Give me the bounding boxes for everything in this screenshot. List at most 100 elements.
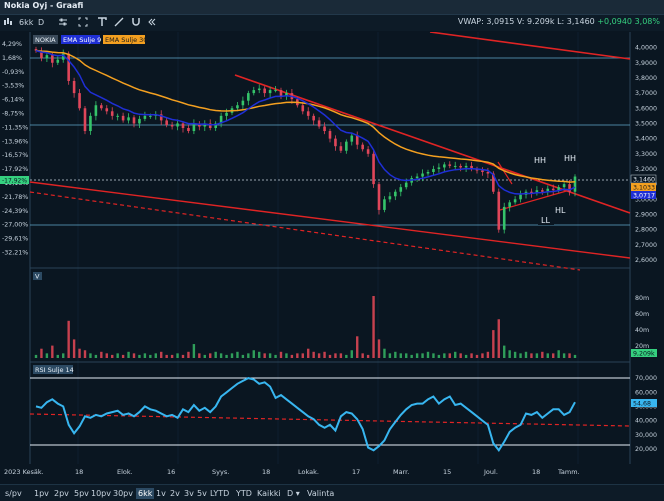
range-3v[interactable]: 3v xyxy=(184,489,194,498)
candle-body xyxy=(317,120,321,127)
price-axis-label: 3,6000 xyxy=(635,105,657,112)
range-ytd[interactable]: YTD xyxy=(236,489,252,498)
volume-bar xyxy=(143,353,147,358)
volume-bar xyxy=(464,354,468,358)
interval-dropdown[interactable]: D ▾ xyxy=(287,489,300,498)
range-all[interactable]: Kaikki xyxy=(257,489,281,498)
range-10pv[interactable]: 10pv xyxy=(91,489,111,498)
time-axis-label: Joul. xyxy=(483,468,498,476)
pattern-annotations: HH HH HL LL xyxy=(530,152,579,225)
volume-bar xyxy=(443,353,446,358)
time-axis-label: 15 xyxy=(443,468,451,476)
range-2pv[interactable]: 2pv xyxy=(54,489,69,498)
volume-bar xyxy=(154,353,157,358)
candle-body xyxy=(388,196,392,200)
volume-bar xyxy=(149,354,152,358)
price-axis-label: 3,4000 xyxy=(635,136,657,143)
candle-body xyxy=(437,167,441,169)
candle-body xyxy=(100,105,103,109)
sliders-icon[interactable] xyxy=(58,17,68,28)
trendline-icon[interactable] xyxy=(114,17,124,28)
volume-bar xyxy=(339,353,343,358)
volume-bar xyxy=(312,351,315,358)
candle-body xyxy=(361,144,364,150)
candle-body xyxy=(45,55,49,59)
collapse-icon[interactable] xyxy=(147,17,157,28)
volume-bar xyxy=(225,354,228,358)
ema9-line xyxy=(35,49,576,195)
rsi-badge: RSI Sulje 14 xyxy=(35,366,74,374)
volume-bar xyxy=(317,353,321,358)
candle-body xyxy=(203,123,207,127)
text-tool-icon[interactable] xyxy=(97,17,107,28)
candle-body xyxy=(268,90,272,94)
candle-body xyxy=(383,199,386,210)
candle-body xyxy=(138,118,141,124)
candle-body xyxy=(557,187,560,191)
range-5v[interactable]: 5v xyxy=(197,489,207,498)
selection-button[interactable]: Valinta xyxy=(307,489,335,498)
rsi-axis-label: 20,000 xyxy=(635,446,657,453)
candle-body xyxy=(187,128,190,132)
range-1v[interactable]: 1v xyxy=(156,489,166,498)
range-5pv[interactable]: 5pv xyxy=(74,489,89,498)
percent-axis-label: -32,21% xyxy=(2,250,28,257)
candle-body xyxy=(56,59,60,63)
time-axis-label: 18 xyxy=(532,468,540,476)
volume-bar xyxy=(568,353,571,358)
chart-type-icon[interactable] xyxy=(3,17,13,28)
price-axis-label: 3,0000 xyxy=(635,196,657,203)
range-selector: s/pv 1pv 2pv 5pv 10pv 30pv 6kk 1v 2v 3v … xyxy=(0,484,664,501)
mode-dropdown[interactable]: D xyxy=(38,18,45,27)
time-axis-label: Syys. xyxy=(212,468,229,476)
volume-bar xyxy=(535,353,539,358)
volume-bar xyxy=(62,353,65,358)
chart-area[interactable]: HH HH HL LL NOKIA EMA Sulje 9 EMA Sulje … xyxy=(0,32,664,484)
volume-bar xyxy=(268,353,272,358)
volume-bar xyxy=(497,319,500,358)
volume-bar xyxy=(388,353,392,358)
period-dropdown[interactable]: 6kk xyxy=(19,18,34,27)
range-1d[interactable]: s/pv xyxy=(5,489,22,498)
candle-body xyxy=(573,176,577,192)
magnet-icon[interactable] xyxy=(131,17,141,28)
volume-bar xyxy=(448,353,451,358)
range-lytd[interactable]: LYTD xyxy=(210,489,230,498)
price-axis-label: 3,2000 xyxy=(635,166,657,173)
candle-body xyxy=(497,191,501,230)
volume-bar xyxy=(111,354,114,358)
legend-ema9: EMA Sulje 9 xyxy=(63,36,101,44)
candle-body xyxy=(551,188,555,191)
volume-badge: V xyxy=(35,273,40,281)
volume-bar xyxy=(170,354,174,358)
volume-bar xyxy=(372,296,375,358)
percent-axis-label: -3,53% xyxy=(2,83,24,90)
candle-body xyxy=(394,191,397,197)
candle-body xyxy=(546,188,550,192)
volume-bar xyxy=(432,353,435,358)
range-30pv[interactable]: 30pv xyxy=(113,489,133,498)
volume-bar xyxy=(100,351,103,358)
window-title: Nokia Oyj - Graafi xyxy=(4,1,84,10)
volume-bar xyxy=(165,354,168,358)
volume-bar xyxy=(334,353,337,358)
legend-ema30: EMA Sulje 30 xyxy=(105,36,147,44)
percent-axis-label: -13,96% xyxy=(2,138,28,145)
volume-bar xyxy=(56,354,59,358)
volume-bar xyxy=(241,354,245,358)
volume-bar xyxy=(181,354,185,358)
range-1pv[interactable]: 1pv xyxy=(34,489,49,498)
volume-bar xyxy=(72,339,76,358)
fullscreen-icon[interactable] xyxy=(78,17,88,28)
range-2v[interactable]: 2v xyxy=(170,489,180,498)
candle-body xyxy=(535,190,539,194)
candle-body xyxy=(51,55,54,63)
candle-body xyxy=(170,124,174,127)
candle-body xyxy=(67,53,70,81)
low-value: 3,1460 xyxy=(566,17,595,26)
volume-bar xyxy=(94,354,98,358)
candle-body xyxy=(323,126,326,132)
range-6kk[interactable]: 6kk xyxy=(136,488,155,499)
candle-body xyxy=(241,100,245,106)
candle-body xyxy=(377,184,381,210)
